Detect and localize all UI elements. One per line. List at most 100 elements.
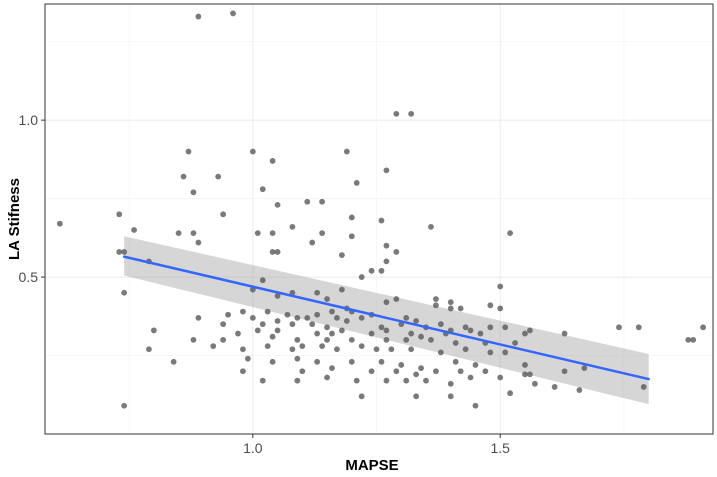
data-point bbox=[338, 252, 345, 258]
data-point bbox=[388, 346, 395, 353]
data-point bbox=[457, 305, 464, 312]
data-point bbox=[254, 327, 261, 334]
data-point bbox=[304, 314, 311, 321]
data-point bbox=[304, 198, 311, 205]
data-point bbox=[353, 377, 360, 384]
data-point bbox=[190, 230, 197, 237]
y-tick-label: 1.0 bbox=[19, 112, 39, 128]
data-point bbox=[497, 283, 504, 290]
data-point bbox=[408, 346, 415, 353]
data-point bbox=[502, 324, 509, 331]
data-point bbox=[334, 346, 340, 353]
data-point bbox=[413, 371, 420, 378]
panel-border bbox=[44, 3, 714, 435]
data-point bbox=[522, 362, 528, 368]
data-point bbox=[368, 267, 375, 274]
data-point bbox=[170, 358, 177, 365]
data-point bbox=[685, 336, 692, 343]
data-point bbox=[294, 314, 301, 321]
data-point bbox=[428, 336, 434, 343]
data-point bbox=[244, 355, 251, 362]
data-point bbox=[487, 349, 494, 356]
data-point bbox=[220, 336, 227, 343]
data-point bbox=[240, 346, 246, 353]
data-point bbox=[472, 402, 479, 409]
data-point bbox=[225, 311, 231, 318]
data-point bbox=[616, 324, 622, 331]
data-point bbox=[324, 336, 330, 343]
data-point bbox=[329, 308, 335, 315]
data-point bbox=[215, 173, 222, 180]
data-point bbox=[378, 267, 385, 274]
data-point bbox=[259, 321, 266, 328]
data-point bbox=[690, 336, 697, 343]
regression-line bbox=[122, 255, 650, 381]
data-point bbox=[269, 158, 276, 164]
data-points bbox=[56, 10, 707, 409]
data-point bbox=[56, 220, 63, 227]
data-point bbox=[235, 330, 241, 337]
data-point bbox=[531, 380, 538, 387]
data-point bbox=[294, 336, 301, 343]
data-point bbox=[368, 330, 375, 337]
data-point bbox=[131, 227, 137, 233]
data-point bbox=[121, 402, 128, 409]
data-point bbox=[418, 333, 424, 340]
data-point bbox=[274, 327, 281, 334]
data-point bbox=[329, 330, 335, 337]
data-point bbox=[264, 308, 271, 315]
data-point bbox=[314, 289, 321, 296]
data-point bbox=[220, 321, 227, 328]
data-point bbox=[462, 346, 469, 353]
data-point bbox=[512, 340, 518, 346]
data-point bbox=[561, 368, 568, 375]
data-point bbox=[319, 343, 325, 350]
data-point bbox=[383, 167, 390, 174]
data-point bbox=[294, 355, 301, 362]
data-point bbox=[121, 249, 128, 255]
data-point bbox=[393, 368, 400, 375]
data-point bbox=[403, 336, 410, 343]
data-point bbox=[383, 336, 390, 343]
data-point bbox=[472, 362, 479, 368]
data-point bbox=[274, 201, 281, 208]
data-point bbox=[324, 324, 330, 331]
data-point bbox=[259, 186, 266, 193]
data-point bbox=[393, 110, 400, 117]
data-point bbox=[230, 10, 236, 17]
data-point bbox=[398, 362, 405, 368]
data-point bbox=[368, 368, 375, 375]
data-point bbox=[348, 233, 355, 240]
data-point bbox=[358, 393, 365, 400]
data-point bbox=[353, 180, 360, 186]
data-point bbox=[338, 286, 345, 293]
data-point bbox=[467, 374, 474, 381]
data-point bbox=[319, 198, 325, 205]
data-point bbox=[284, 311, 291, 318]
data-point bbox=[259, 377, 266, 384]
data-point bbox=[289, 346, 296, 353]
data-point bbox=[408, 110, 415, 117]
data-point bbox=[462, 324, 469, 331]
data-point bbox=[373, 346, 380, 353]
data-point bbox=[274, 292, 281, 299]
data-point bbox=[383, 242, 390, 249]
data-point bbox=[482, 368, 489, 375]
data-point bbox=[497, 374, 504, 381]
data-point bbox=[309, 321, 316, 328]
data-point bbox=[195, 13, 202, 20]
data-point bbox=[309, 239, 316, 246]
data-point bbox=[497, 305, 504, 312]
data-point bbox=[527, 371, 533, 378]
data-point bbox=[121, 289, 128, 296]
data-point bbox=[467, 327, 474, 334]
data-point bbox=[324, 296, 330, 302]
x-axis: 1.0 1.5 bbox=[243, 434, 510, 456]
data-point bbox=[343, 148, 350, 155]
data-point bbox=[116, 211, 123, 218]
data-point bbox=[190, 189, 197, 196]
data-point bbox=[358, 274, 365, 280]
data-point bbox=[383, 327, 390, 334]
data-point bbox=[334, 314, 340, 321]
